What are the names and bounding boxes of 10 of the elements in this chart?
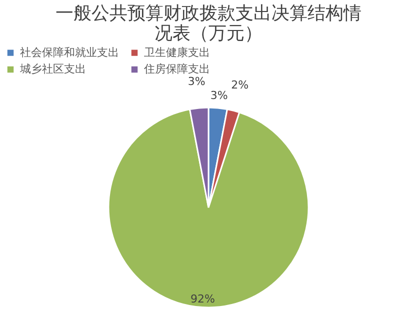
data-label: 3% [188,75,206,88]
chart-title: 一般公共预算财政拨款支出决算结构情况表（万元） [56,3,362,44]
legend-label: 社会保障和就业支出 [20,46,119,59]
pie-slice [108,108,310,308]
data-label: 3% [210,88,228,102]
legend-label: 住房保障支出 [144,62,210,76]
legend-label: 卫生健康支出 [144,46,210,59]
legend-label: 城乡社区支出 [19,62,86,76]
data-label: 2% [231,78,249,92]
data-label: 92% [190,292,215,306]
